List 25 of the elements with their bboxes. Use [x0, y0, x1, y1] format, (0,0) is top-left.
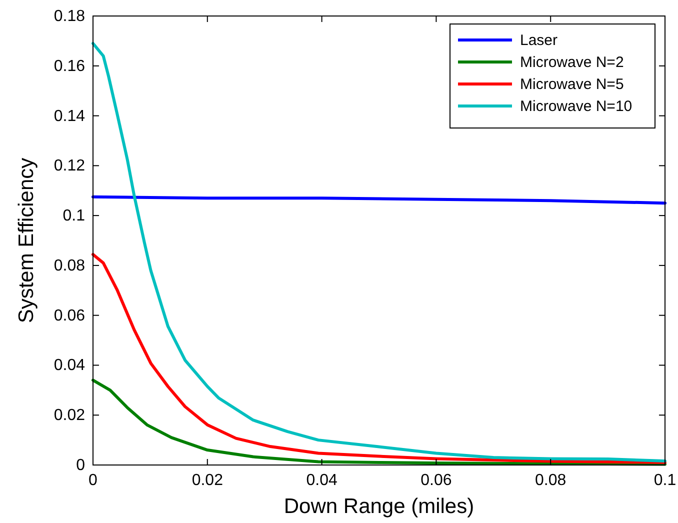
y-tick-label: 0.18	[54, 8, 86, 25]
x-tick-label: 0.02	[192, 472, 224, 489]
y-tick-label: 0.1	[62, 208, 86, 225]
legend-label: Microwave N=2	[520, 54, 624, 71]
x-tick-label: 0.04	[306, 472, 338, 489]
y-tick-label: 0.14	[54, 108, 86, 125]
y-tick-label: 0.16	[54, 58, 86, 75]
y-tick-label: 0.04	[54, 357, 86, 374]
line-series	[92, 252, 666, 464]
x-tick-label: 0.06	[420, 472, 452, 489]
y-tick-label: 0	[76, 457, 86, 474]
x-tick-label: 0.08	[535, 472, 566, 489]
legend-label: Microwave N=10	[520, 98, 632, 115]
y-tick-label: 0.02	[54, 407, 86, 424]
y-tick-label: 0.06	[54, 307, 86, 324]
y-axis-title: System Efficiency	[15, 157, 38, 324]
x-axis-title: Down Range (miles)	[284, 495, 474, 518]
x-tick-label: 0.1	[654, 472, 676, 489]
line-series	[92, 195, 666, 205]
x-tick-label: 0	[88, 472, 98, 489]
legend-label: Microwave N=5	[520, 76, 624, 93]
y-tick-label: 0.12	[54, 158, 86, 175]
legend-label: Laser	[520, 32, 558, 49]
y-tick-label: 0.08	[54, 257, 86, 274]
line-series	[92, 378, 666, 466]
